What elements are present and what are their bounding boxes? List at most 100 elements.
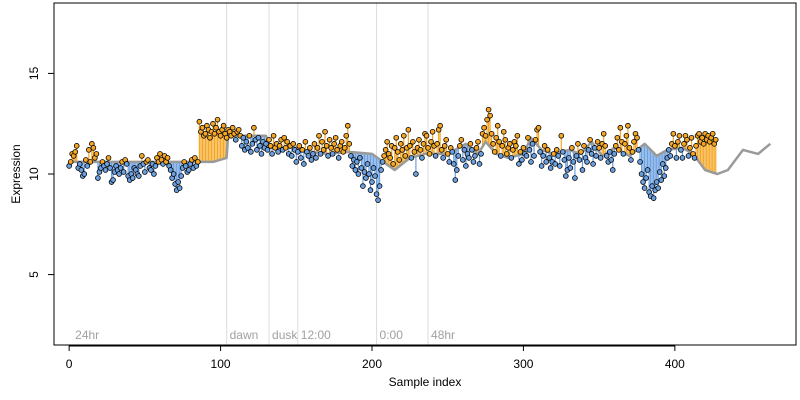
annotation-label: 48hr (431, 328, 455, 342)
data-point (255, 134, 262, 141)
data-point (72, 149, 78, 155)
data-point (419, 155, 425, 161)
data-point (105, 155, 112, 161)
data-point (470, 159, 477, 165)
data-point (346, 141, 353, 147)
data-point (443, 137, 450, 143)
data-point (313, 155, 319, 161)
data-point (373, 191, 380, 197)
data-point (675, 139, 681, 145)
data-point (298, 155, 304, 161)
data-point (214, 116, 221, 123)
data-point (526, 147, 533, 153)
data-point (558, 132, 565, 139)
data-point (460, 157, 466, 163)
data-point (608, 157, 615, 163)
data-point (376, 183, 383, 189)
data-point (494, 122, 501, 129)
data-point (500, 128, 507, 135)
data-point (482, 132, 489, 139)
data-point (538, 163, 545, 169)
data-point (110, 177, 116, 183)
data-point (199, 124, 206, 131)
x-tick-label: 300 (513, 357, 533, 371)
data-point (676, 132, 683, 139)
data-points (66, 106, 719, 203)
data-point (284, 139, 291, 145)
data-point (341, 145, 348, 151)
data-point (516, 161, 522, 167)
data-point (258, 151, 265, 157)
data-point (238, 143, 245, 149)
data-point (484, 116, 490, 123)
data-point (678, 147, 684, 153)
data-point (123, 161, 130, 167)
data-point (117, 165, 124, 171)
data-point (661, 173, 668, 179)
data-point (142, 169, 148, 175)
data-point (349, 163, 356, 169)
data-point (637, 159, 643, 165)
data-point (366, 171, 372, 177)
data-point (320, 147, 327, 153)
data-point (662, 165, 669, 171)
data-point (343, 132, 350, 139)
data-point (411, 149, 418, 155)
data-point (458, 137, 465, 143)
data-point (528, 159, 534, 165)
data-point (709, 130, 716, 137)
data-point (572, 175, 578, 181)
data-point (417, 147, 424, 153)
data-point (195, 159, 201, 165)
data-point (523, 153, 530, 159)
data-point (635, 147, 642, 153)
data-point (266, 137, 272, 143)
data-point (481, 124, 487, 131)
data-point (175, 179, 181, 185)
data-point (78, 167, 85, 173)
data-point (293, 159, 300, 165)
data-point (588, 151, 595, 157)
data-point (372, 173, 378, 179)
data-point (679, 155, 686, 161)
data-point (316, 132, 322, 139)
data-point (176, 185, 183, 191)
data-point (620, 151, 627, 157)
data-point (506, 141, 513, 147)
data-point (104, 161, 110, 167)
data-point (461, 147, 468, 153)
data-point (591, 145, 598, 151)
data-point (688, 134, 695, 141)
data-point (541, 143, 548, 149)
data-point (453, 167, 460, 173)
data-point (612, 143, 619, 149)
data-point (473, 145, 480, 151)
data-point (235, 126, 242, 133)
data-point (217, 132, 224, 139)
data-point (693, 143, 699, 149)
data-point (358, 165, 365, 171)
data-point (213, 124, 219, 131)
data-point (305, 153, 312, 159)
data-point (332, 134, 339, 141)
data-point (544, 147, 551, 153)
data-point (323, 143, 330, 149)
data-point (331, 141, 337, 147)
data-point (649, 183, 655, 189)
data-point (67, 159, 74, 165)
data-point (269, 151, 275, 157)
data-point (87, 159, 94, 165)
data-point (520, 145, 527, 151)
data-point (319, 139, 325, 145)
data-point (90, 145, 97, 151)
data-point (594, 139, 601, 145)
data-point (699, 134, 705, 141)
data-point (622, 141, 628, 147)
data-point (220, 122, 227, 129)
data-point (361, 169, 368, 175)
data-point (603, 153, 610, 159)
data-point (275, 149, 281, 155)
data-point (519, 157, 525, 163)
data-point (496, 139, 503, 145)
